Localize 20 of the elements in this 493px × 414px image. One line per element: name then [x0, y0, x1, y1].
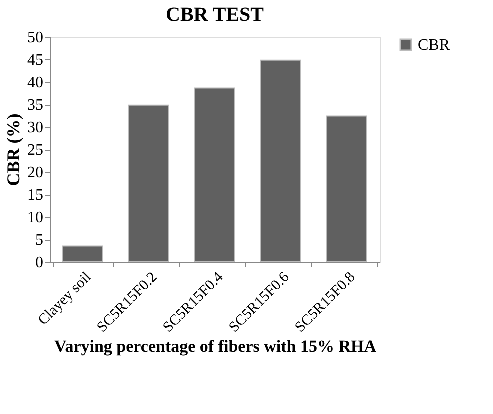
bar — [62, 246, 104, 262]
bar — [128, 104, 170, 262]
chart-title: CBR TEST — [166, 4, 265, 26]
bar — [194, 88, 236, 262]
y-tick-label: 20 — [28, 164, 44, 182]
legend-label: CBR — [418, 37, 450, 54]
y-axis-title: CBR (%) — [4, 114, 24, 186]
y-tick-label: 5 — [36, 232, 44, 249]
y-tick-label: 15 — [28, 187, 44, 204]
y-tick-label: 10 — [28, 210, 44, 226]
y-tick-label: 35 — [28, 97, 44, 114]
y-tick-label: 45 — [28, 52, 44, 69]
x-axis-title: Varying percentage of fibers with 15% RHA — [54, 337, 378, 356]
y-tick-label: 25 — [28, 142, 44, 159]
y-tick-label: 30 — [28, 120, 44, 136]
y-tick-label: 50 — [28, 30, 44, 46]
bar — [260, 60, 302, 262]
y-tick-label: 0 — [36, 254, 44, 272]
y-tick-label: 40 — [28, 74, 44, 92]
bar — [326, 116, 368, 262]
